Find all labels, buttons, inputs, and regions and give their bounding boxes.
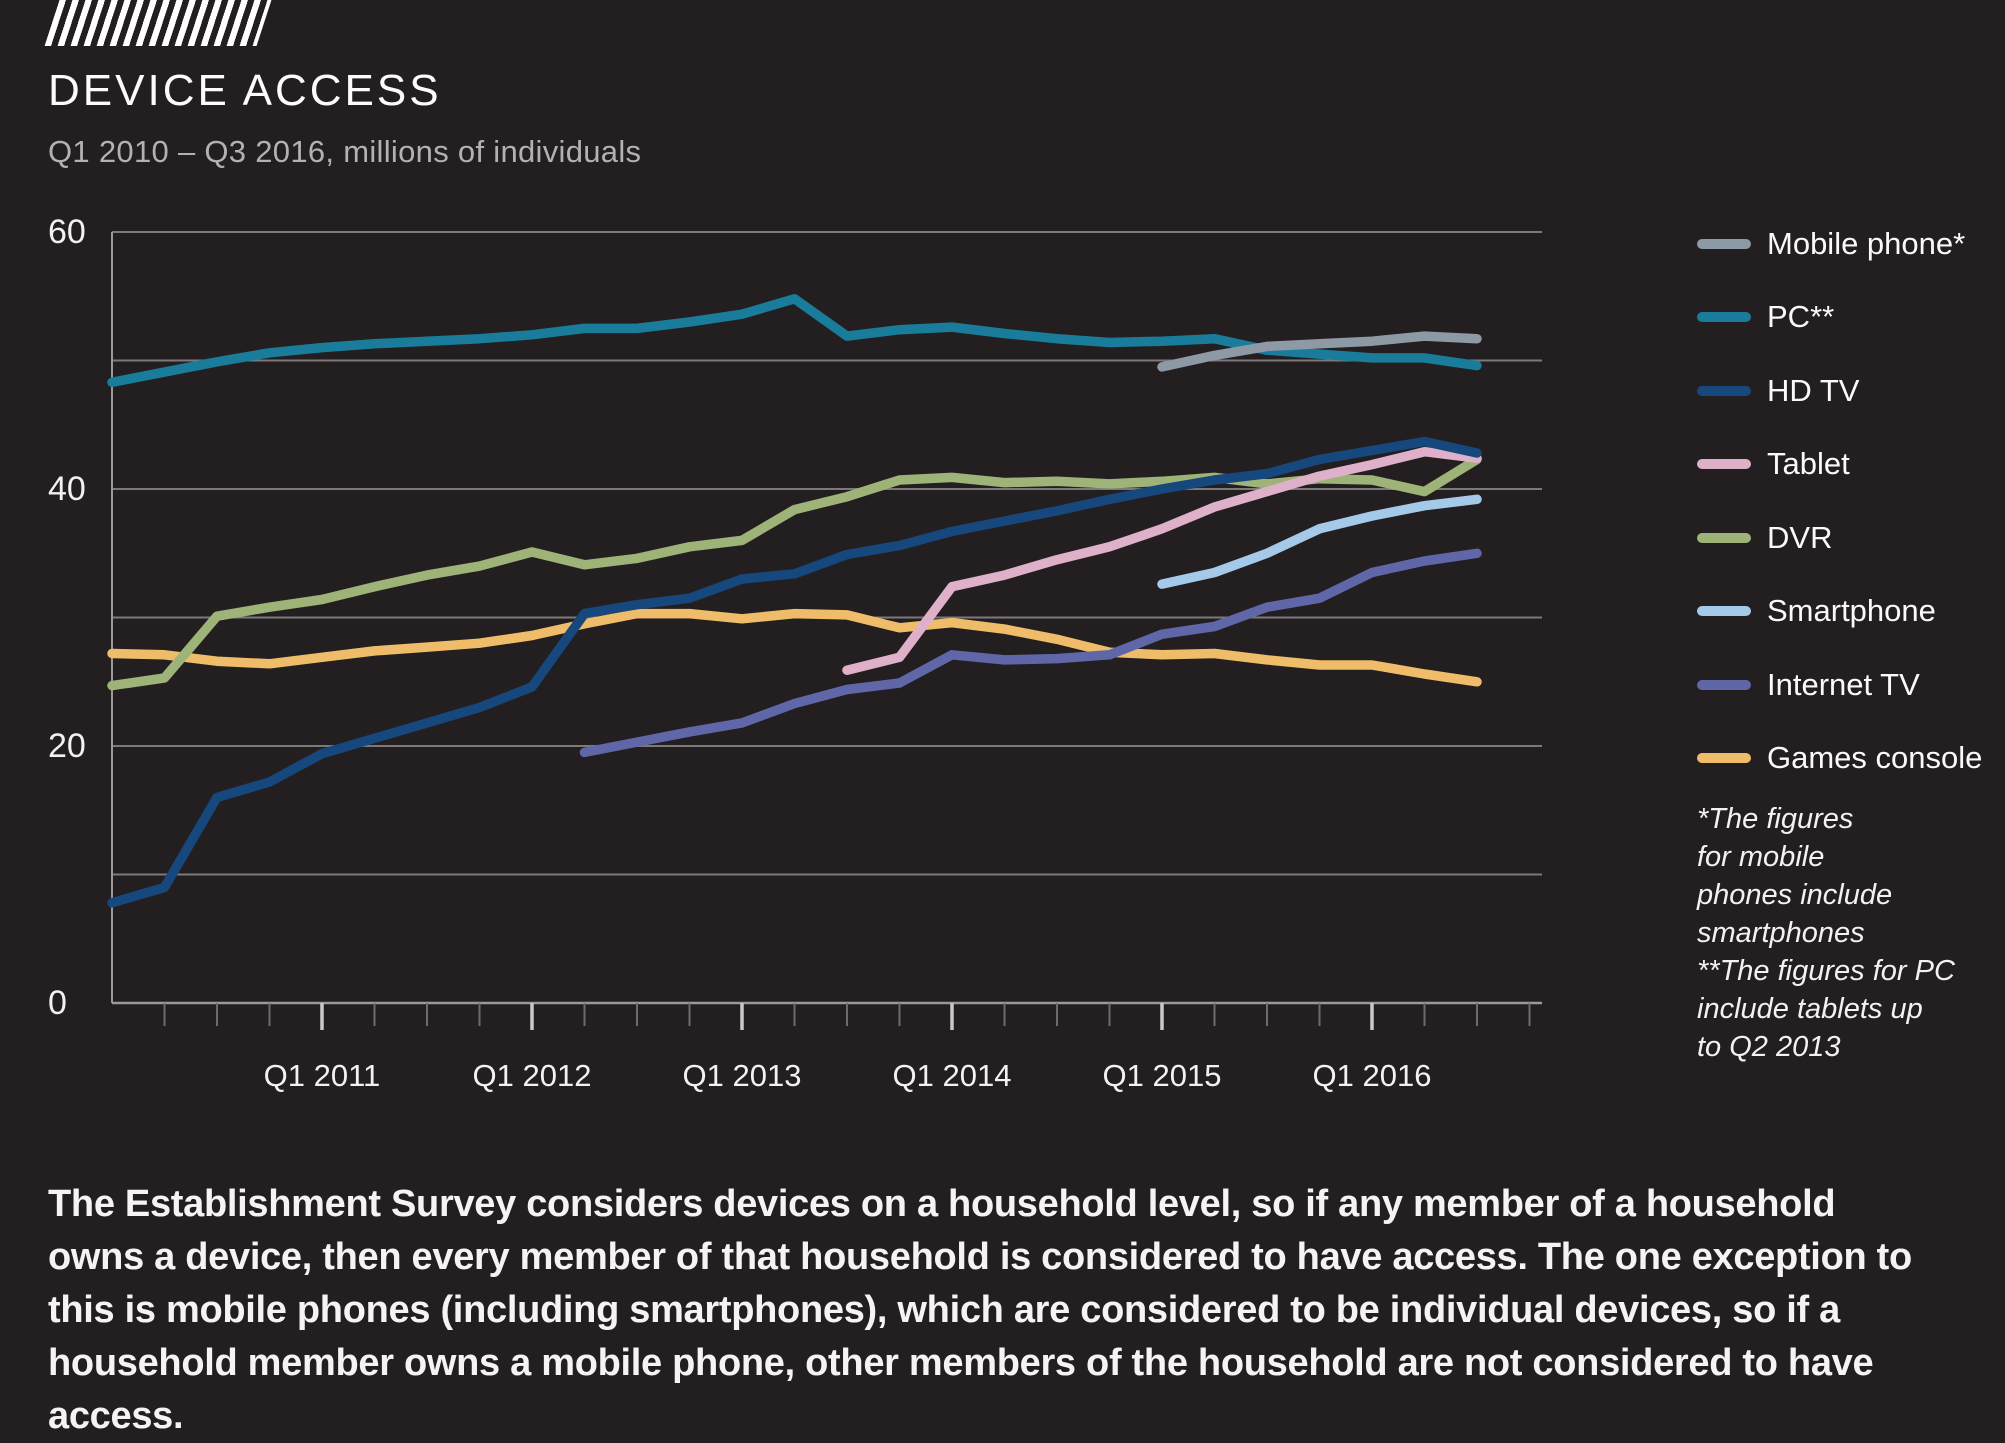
legend-label: DVR xyxy=(1767,519,1833,555)
legend-swatch-pc xyxy=(1697,312,1751,323)
series-line-pc xyxy=(107,294,1482,388)
page-title: DEVICE ACCESS xyxy=(48,66,442,115)
methodology-note: The Establishment Survey considers devic… xyxy=(48,1183,1912,1437)
legend-label: Internet TV xyxy=(1767,666,1920,702)
series-line-mobile-phone xyxy=(1157,331,1482,372)
y-tick-label: 20 xyxy=(48,727,86,765)
series-line-dvr xyxy=(107,454,1482,691)
footnote-line: **The figures for PC xyxy=(1697,955,1955,987)
legend-label: Games console xyxy=(1767,740,1983,776)
footnote-line: smartphones xyxy=(1697,917,1865,949)
series-line-hd-tv xyxy=(107,436,1482,908)
legend-label: Smartphone xyxy=(1767,593,1936,629)
chart-footnotes: *The figures for mobile phones include s… xyxy=(1697,800,2005,1066)
legend-swatch-mobile-phone xyxy=(1697,238,1751,249)
legend-item-internet-tv: Internet TV xyxy=(1697,648,2005,722)
legend-item-pc: PC** xyxy=(1697,281,2005,355)
chart-legend: Mobile phone* PC** HD TV Tablet DVR Smar… xyxy=(1697,207,2005,795)
legend-label: Tablet xyxy=(1767,446,1850,482)
footnote-line: include tablets up xyxy=(1697,993,1923,1025)
x-tick-label: Q1 2012 xyxy=(473,1058,592,1093)
series-line-tablet xyxy=(842,446,1482,675)
footnote-line: to Q2 2013 xyxy=(1697,1031,1841,1063)
legend-item-hd-tv: HD TV xyxy=(1697,354,2005,428)
legend-swatch-internet-tv xyxy=(1697,679,1751,690)
y-tick-label: 60 xyxy=(48,213,86,251)
legend-swatch-games-console xyxy=(1697,753,1751,764)
x-tick-label: Q1 2011 xyxy=(264,1058,381,1093)
footnote-line: for mobile xyxy=(1697,841,1825,873)
y-tick-label: 0 xyxy=(48,984,67,1022)
legend-swatch-dvr xyxy=(1697,532,1751,543)
series-line-internet-tv xyxy=(579,548,1482,758)
series-line-smartphone xyxy=(1157,494,1482,589)
legend-label: Mobile phone* xyxy=(1767,225,1966,261)
device-access-line-chart: 0 20 40 60 Q1 2011 Q1 2012 Q1 2013 Q1 2014 Q1 20… xyxy=(48,213,1542,1093)
legend-item-smartphone: Smartphone xyxy=(1697,575,2005,649)
legend-label: PC** xyxy=(1767,299,1835,335)
series-line-games-console xyxy=(107,608,1482,687)
legend-item-games-console: Games console xyxy=(1697,722,2005,796)
footnote-line: *The figures xyxy=(1697,803,1854,835)
legend-swatch-smartphone xyxy=(1697,606,1751,617)
footnote-line: phones include xyxy=(1697,879,1893,911)
x-tick-label: Q1 2013 xyxy=(683,1058,802,1093)
page-subtitle: Q1 2010 – Q3 2016, millions of individua… xyxy=(48,134,642,169)
legend-item-tablet: Tablet xyxy=(1697,428,2005,502)
legend-item-mobile-phone: Mobile phone* xyxy=(1697,207,2005,281)
legend-swatch-hd-tv xyxy=(1697,385,1751,396)
x-tick-label: Q1 2015 xyxy=(1103,1058,1222,1093)
legend-swatch-tablet xyxy=(1697,459,1751,470)
y-tick-label: 40 xyxy=(48,470,86,508)
legend-label: HD TV xyxy=(1767,372,1860,408)
x-tick-label: Q1 2016 xyxy=(1313,1058,1432,1093)
legend-item-dvr: DVR xyxy=(1697,501,2005,575)
x-tick-label: Q1 2014 xyxy=(893,1058,1012,1093)
